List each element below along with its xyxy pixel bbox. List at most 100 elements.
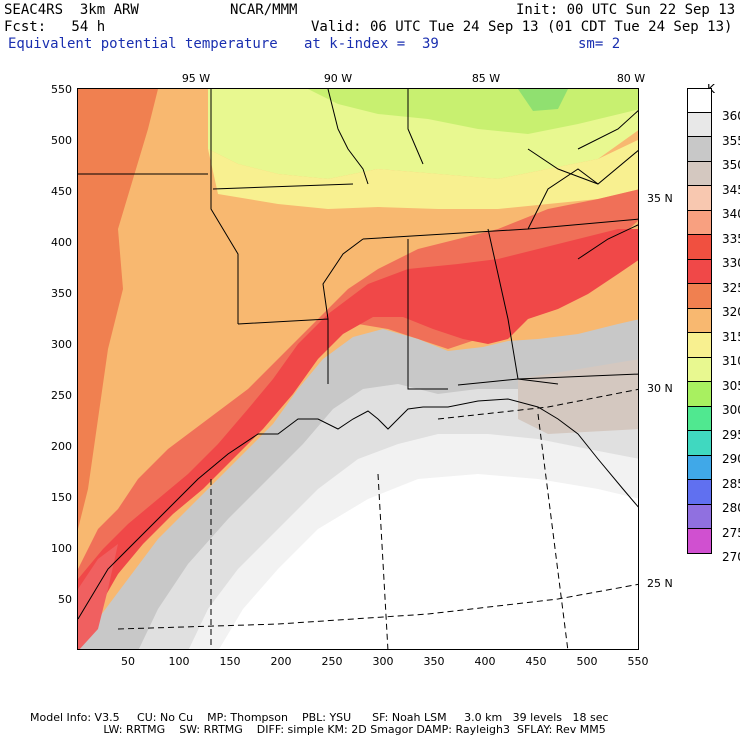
colorbar-cell xyxy=(687,186,712,211)
colorbar-level-label: 350 xyxy=(722,158,740,172)
north-green-patch xyxy=(518,89,568,111)
al-ga-border xyxy=(487,228,559,385)
nc-border xyxy=(527,168,599,230)
x-tick: 50 xyxy=(121,655,135,668)
west-orange-region xyxy=(78,89,158,529)
y-tick: 50 xyxy=(58,593,72,606)
texas-coast-red xyxy=(78,544,118,649)
colorbar-level-label: 355 xyxy=(722,133,740,148)
x-tick: 400 xyxy=(474,655,496,668)
colorbar-cell xyxy=(687,308,712,333)
lat-label-35n: 35 N xyxy=(647,192,673,205)
sc-border xyxy=(577,224,638,260)
model-info-line1: Model Info: V3.5 CU: No Cu MP: Thompson … xyxy=(30,711,609,724)
lon-label-80w: 80 W xyxy=(616,72,646,85)
x-tick: 100 xyxy=(168,655,190,668)
y-tick: 550 xyxy=(51,83,72,96)
colorbar-cell xyxy=(687,455,712,480)
va-border xyxy=(577,110,638,150)
lat-lon-grid xyxy=(117,388,638,649)
state-boundaries xyxy=(78,89,638,390)
colorbar-level-label: 310 xyxy=(722,354,740,368)
colorbar-level-label: 300 xyxy=(722,403,740,417)
colorbar-level-label: 315 xyxy=(722,329,740,344)
x-tick: 300 xyxy=(372,655,394,668)
colorbar-level-label: 325 xyxy=(722,280,740,295)
x-tick: 550 xyxy=(627,655,649,668)
y-tick: 200 xyxy=(51,440,72,453)
il-border xyxy=(327,89,369,185)
colorbar-cell xyxy=(687,480,712,505)
center-label: NCAR/MMM xyxy=(230,2,298,18)
colorbar-level-label: 345 xyxy=(722,182,740,197)
y-tick: 100 xyxy=(51,542,72,555)
x-tick: 450 xyxy=(525,655,547,668)
north-pale-band xyxy=(208,139,638,209)
colorbar-cell xyxy=(687,382,712,407)
parallel-25n xyxy=(117,583,638,630)
colorbar-level-label: 290 xyxy=(722,452,740,466)
colorbar-level-label: 305 xyxy=(722,378,740,393)
colorbar-cell xyxy=(687,333,712,358)
ky-wv-border xyxy=(527,148,638,185)
y-tick: 400 xyxy=(51,236,72,249)
theta-e-map xyxy=(77,88,639,650)
y-tick: 150 xyxy=(51,491,72,504)
colorbar-cell xyxy=(687,88,712,113)
colorbar-cell xyxy=(687,112,712,137)
gulf-coastline xyxy=(78,398,638,620)
field-name: Equivalent potential temperature xyxy=(8,36,278,52)
colorbar-level-label: 295 xyxy=(722,427,740,442)
colorbar-level-label: 320 xyxy=(722,305,740,319)
colorbar-level-label: 335 xyxy=(722,231,740,246)
colorbar-cell xyxy=(687,529,712,554)
gulf-white-zone xyxy=(219,474,638,649)
colorbar-cell xyxy=(687,504,712,529)
model-info-line2: LW: RRTMG SW: RRTMG DIFF: simple KM: 2D … xyxy=(30,723,606,736)
mo-ar-border xyxy=(212,183,354,190)
tx-ok-border xyxy=(210,89,239,324)
x-tick: 350 xyxy=(423,655,445,668)
colorbar-cell xyxy=(687,259,712,284)
level-info: at k-index = 39 xyxy=(304,36,439,52)
colorbar-cell xyxy=(687,161,712,186)
colorbar-cell xyxy=(687,235,712,260)
x-tick: 250 xyxy=(321,655,343,668)
miss-river xyxy=(322,238,364,320)
valid-time: Valid: 06 UTC Tue 24 Sep 13 (01 CDT Tue … xyxy=(311,19,733,35)
in-border xyxy=(407,89,424,165)
model-title: SEAC4RS 3km ARW xyxy=(4,2,139,18)
parallel-30n xyxy=(437,388,638,420)
lon-label-90w: 90 W xyxy=(323,72,353,85)
colorbar-level-label: 360 xyxy=(722,109,740,123)
colorbar-cell xyxy=(687,431,712,456)
fl-border xyxy=(457,373,638,386)
colorbar-level-label: 280 xyxy=(722,501,740,515)
y-tick: 250 xyxy=(51,389,72,402)
map-canvas xyxy=(78,89,638,649)
colorbar-level-label: 275 xyxy=(722,525,740,540)
colorbar-cell xyxy=(687,406,712,431)
x-tick: 500 xyxy=(576,655,598,668)
colorbar-level-label: 285 xyxy=(722,476,740,491)
y-tick: 300 xyxy=(51,338,72,351)
x-tick: 200 xyxy=(270,655,292,668)
x-tick: 150 xyxy=(219,655,241,668)
y-tick: 350 xyxy=(51,287,72,300)
lat-label-25n: 25 N xyxy=(647,577,673,590)
colorbar-level-label: 330 xyxy=(722,256,740,270)
ms-al-border xyxy=(407,239,448,390)
smoothing-info: sm= 2 xyxy=(578,36,621,52)
colorbar-cell xyxy=(687,284,712,309)
lat-label-30n: 30 N xyxy=(647,382,673,395)
forecast-hour: Fcst: 54 h xyxy=(4,19,106,35)
colorbar-cell xyxy=(687,210,712,235)
colorbar-cell xyxy=(687,137,712,162)
theta-e-red-band xyxy=(78,229,638,629)
y-tick: 500 xyxy=(51,134,72,147)
colorbar-level-label: 340 xyxy=(722,207,740,221)
y-tick: 450 xyxy=(51,185,72,198)
colorbar-cell xyxy=(687,357,712,382)
colorbar-level-label: 270 xyxy=(722,550,740,564)
lon-label-85w: 85 W xyxy=(471,72,501,85)
